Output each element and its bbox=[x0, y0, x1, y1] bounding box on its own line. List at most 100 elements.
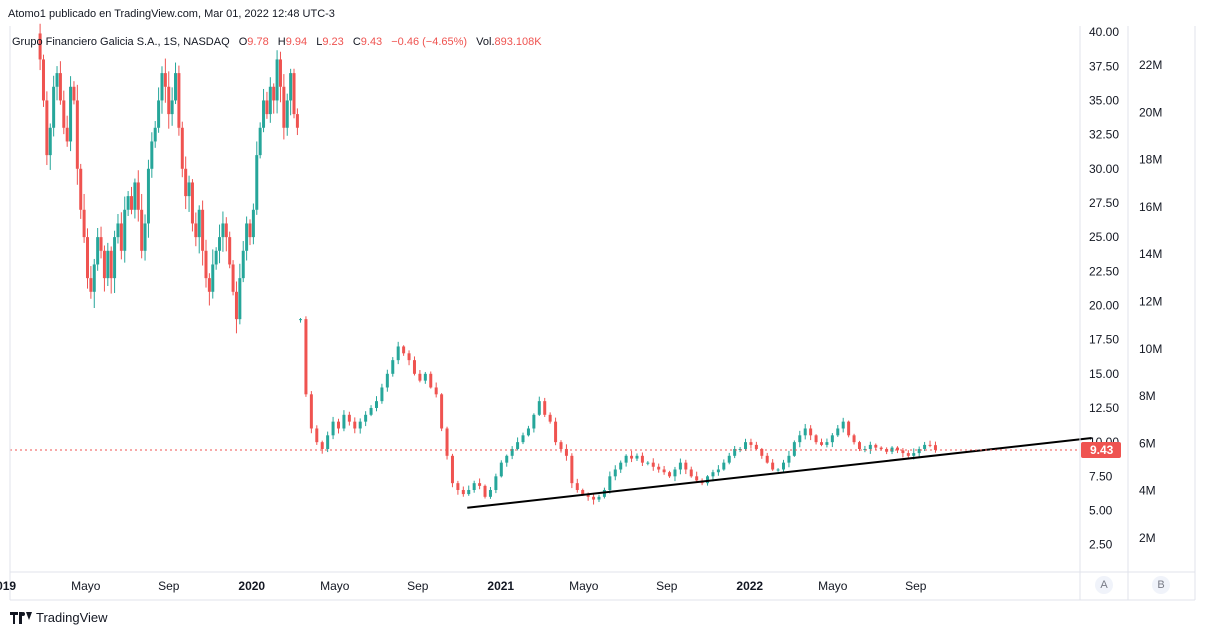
open-value: 9.78 bbox=[247, 36, 269, 48]
volume-tick-label: 8M bbox=[1139, 389, 1156, 403]
volume-tick-label: 14M bbox=[1139, 247, 1162, 261]
price-tick-label: 37.50 bbox=[1089, 59, 1119, 73]
candle-body bbox=[434, 387, 438, 395]
candle-body bbox=[326, 435, 330, 449]
volume-tick-label: 16M bbox=[1139, 200, 1162, 214]
time-tick-label: Sep bbox=[407, 579, 429, 593]
candle-body bbox=[309, 394, 313, 429]
candle-body bbox=[917, 448, 921, 454]
candle-body bbox=[89, 278, 93, 292]
footer-brand[interactable]: TradingView bbox=[10, 610, 108, 625]
candle-body bbox=[456, 483, 460, 490]
candle-body bbox=[99, 237, 103, 251]
last-price-badge-text: 9.43 bbox=[1090, 443, 1114, 457]
candle-body bbox=[130, 196, 134, 210]
candle-body bbox=[933, 445, 937, 450]
scale-a-button[interactable]: A bbox=[1095, 576, 1113, 594]
candle-body bbox=[119, 223, 123, 251]
volume-tick-label: 20M bbox=[1139, 105, 1162, 119]
candle-body bbox=[109, 250, 113, 279]
candle-body bbox=[532, 414, 536, 429]
candle-body bbox=[282, 86, 286, 128]
candle-body bbox=[592, 496, 596, 500]
candle-body bbox=[646, 462, 650, 464]
candle-body bbox=[248, 223, 252, 238]
high-value: 9.94 bbox=[285, 36, 308, 48]
candle-body bbox=[586, 494, 590, 497]
low-value: 9.23 bbox=[322, 36, 344, 48]
price-tick-label: 15.00 bbox=[1089, 367, 1119, 381]
candle-body bbox=[733, 448, 737, 456]
candle-body bbox=[385, 373, 389, 388]
volume-value: 893.108K bbox=[494, 36, 542, 48]
candle-body bbox=[358, 421, 362, 429]
candle-body bbox=[391, 360, 395, 374]
candle-body bbox=[184, 168, 188, 197]
change-value: −0.46 (−4.65%) bbox=[391, 36, 468, 48]
candle-body bbox=[82, 209, 86, 238]
support-trendline bbox=[467, 437, 1092, 509]
candle-body bbox=[364, 414, 368, 422]
candle-body bbox=[803, 428, 807, 436]
candle-body bbox=[45, 100, 49, 156]
candle-body bbox=[630, 455, 634, 459]
candle-body bbox=[467, 489, 471, 495]
candle-body bbox=[265, 100, 269, 115]
candle-body bbox=[836, 428, 840, 436]
volume-tick-label: 22M bbox=[1139, 58, 1162, 72]
candle-body bbox=[657, 466, 661, 470]
candle-body bbox=[218, 237, 222, 251]
axis-layer: 40.00 37.50 35.00 32.50 30.00 27.50 25.00 22.50… bbox=[0, 25, 1196, 601]
candle-body bbox=[123, 209, 127, 251]
candle-body bbox=[380, 387, 384, 402]
candle-body bbox=[304, 319, 308, 395]
candle-body bbox=[548, 414, 552, 422]
candle-body bbox=[174, 73, 178, 101]
candle-body bbox=[809, 428, 813, 436]
candle-body bbox=[765, 455, 769, 463]
candle-body bbox=[575, 483, 579, 490]
candle-body bbox=[194, 223, 198, 238]
volume-tick-label: 10M bbox=[1139, 342, 1162, 356]
candle-body bbox=[407, 353, 411, 361]
candle-body bbox=[754, 444, 758, 449]
candle-body bbox=[374, 401, 378, 408]
candle-body bbox=[418, 373, 422, 381]
candle-body bbox=[62, 100, 66, 128]
time-tick-label: Mayo bbox=[818, 579, 848, 593]
candle-body bbox=[879, 447, 883, 449]
candle-body bbox=[170, 100, 174, 115]
candle-body bbox=[295, 114, 299, 128]
candle-body bbox=[211, 264, 215, 292]
time-tick-label: 2022 bbox=[736, 579, 763, 593]
candle-body bbox=[153, 127, 157, 142]
scale-b-button[interactable]: B bbox=[1152, 576, 1170, 594]
candle-body bbox=[608, 476, 612, 490]
candle-body bbox=[126, 196, 130, 210]
price-tick-label: 5.00 bbox=[1089, 503, 1113, 517]
candle-body bbox=[315, 428, 319, 443]
candle-body bbox=[727, 455, 731, 463]
candle-body bbox=[483, 485, 487, 497]
candle-body bbox=[85, 237, 89, 279]
footer-brand-text: TradingView bbox=[36, 610, 108, 625]
high-label: H bbox=[277, 36, 286, 48]
candle-body bbox=[116, 223, 120, 238]
candle-body bbox=[782, 462, 786, 470]
candle-body bbox=[146, 168, 150, 224]
candle-body bbox=[262, 100, 266, 128]
candle-body bbox=[65, 127, 69, 142]
candle-body bbox=[461, 489, 465, 495]
candle-body bbox=[157, 100, 161, 128]
candle-body bbox=[901, 450, 905, 454]
price-tick-label: 2.50 bbox=[1089, 538, 1113, 552]
candle-body bbox=[167, 86, 171, 115]
candle-body bbox=[143, 223, 147, 251]
candle-body bbox=[874, 444, 878, 448]
candle-body bbox=[268, 86, 272, 115]
candle-body bbox=[214, 250, 218, 265]
candle-body bbox=[353, 421, 357, 429]
close-label: C bbox=[352, 36, 361, 48]
candle-body bbox=[651, 462, 655, 467]
